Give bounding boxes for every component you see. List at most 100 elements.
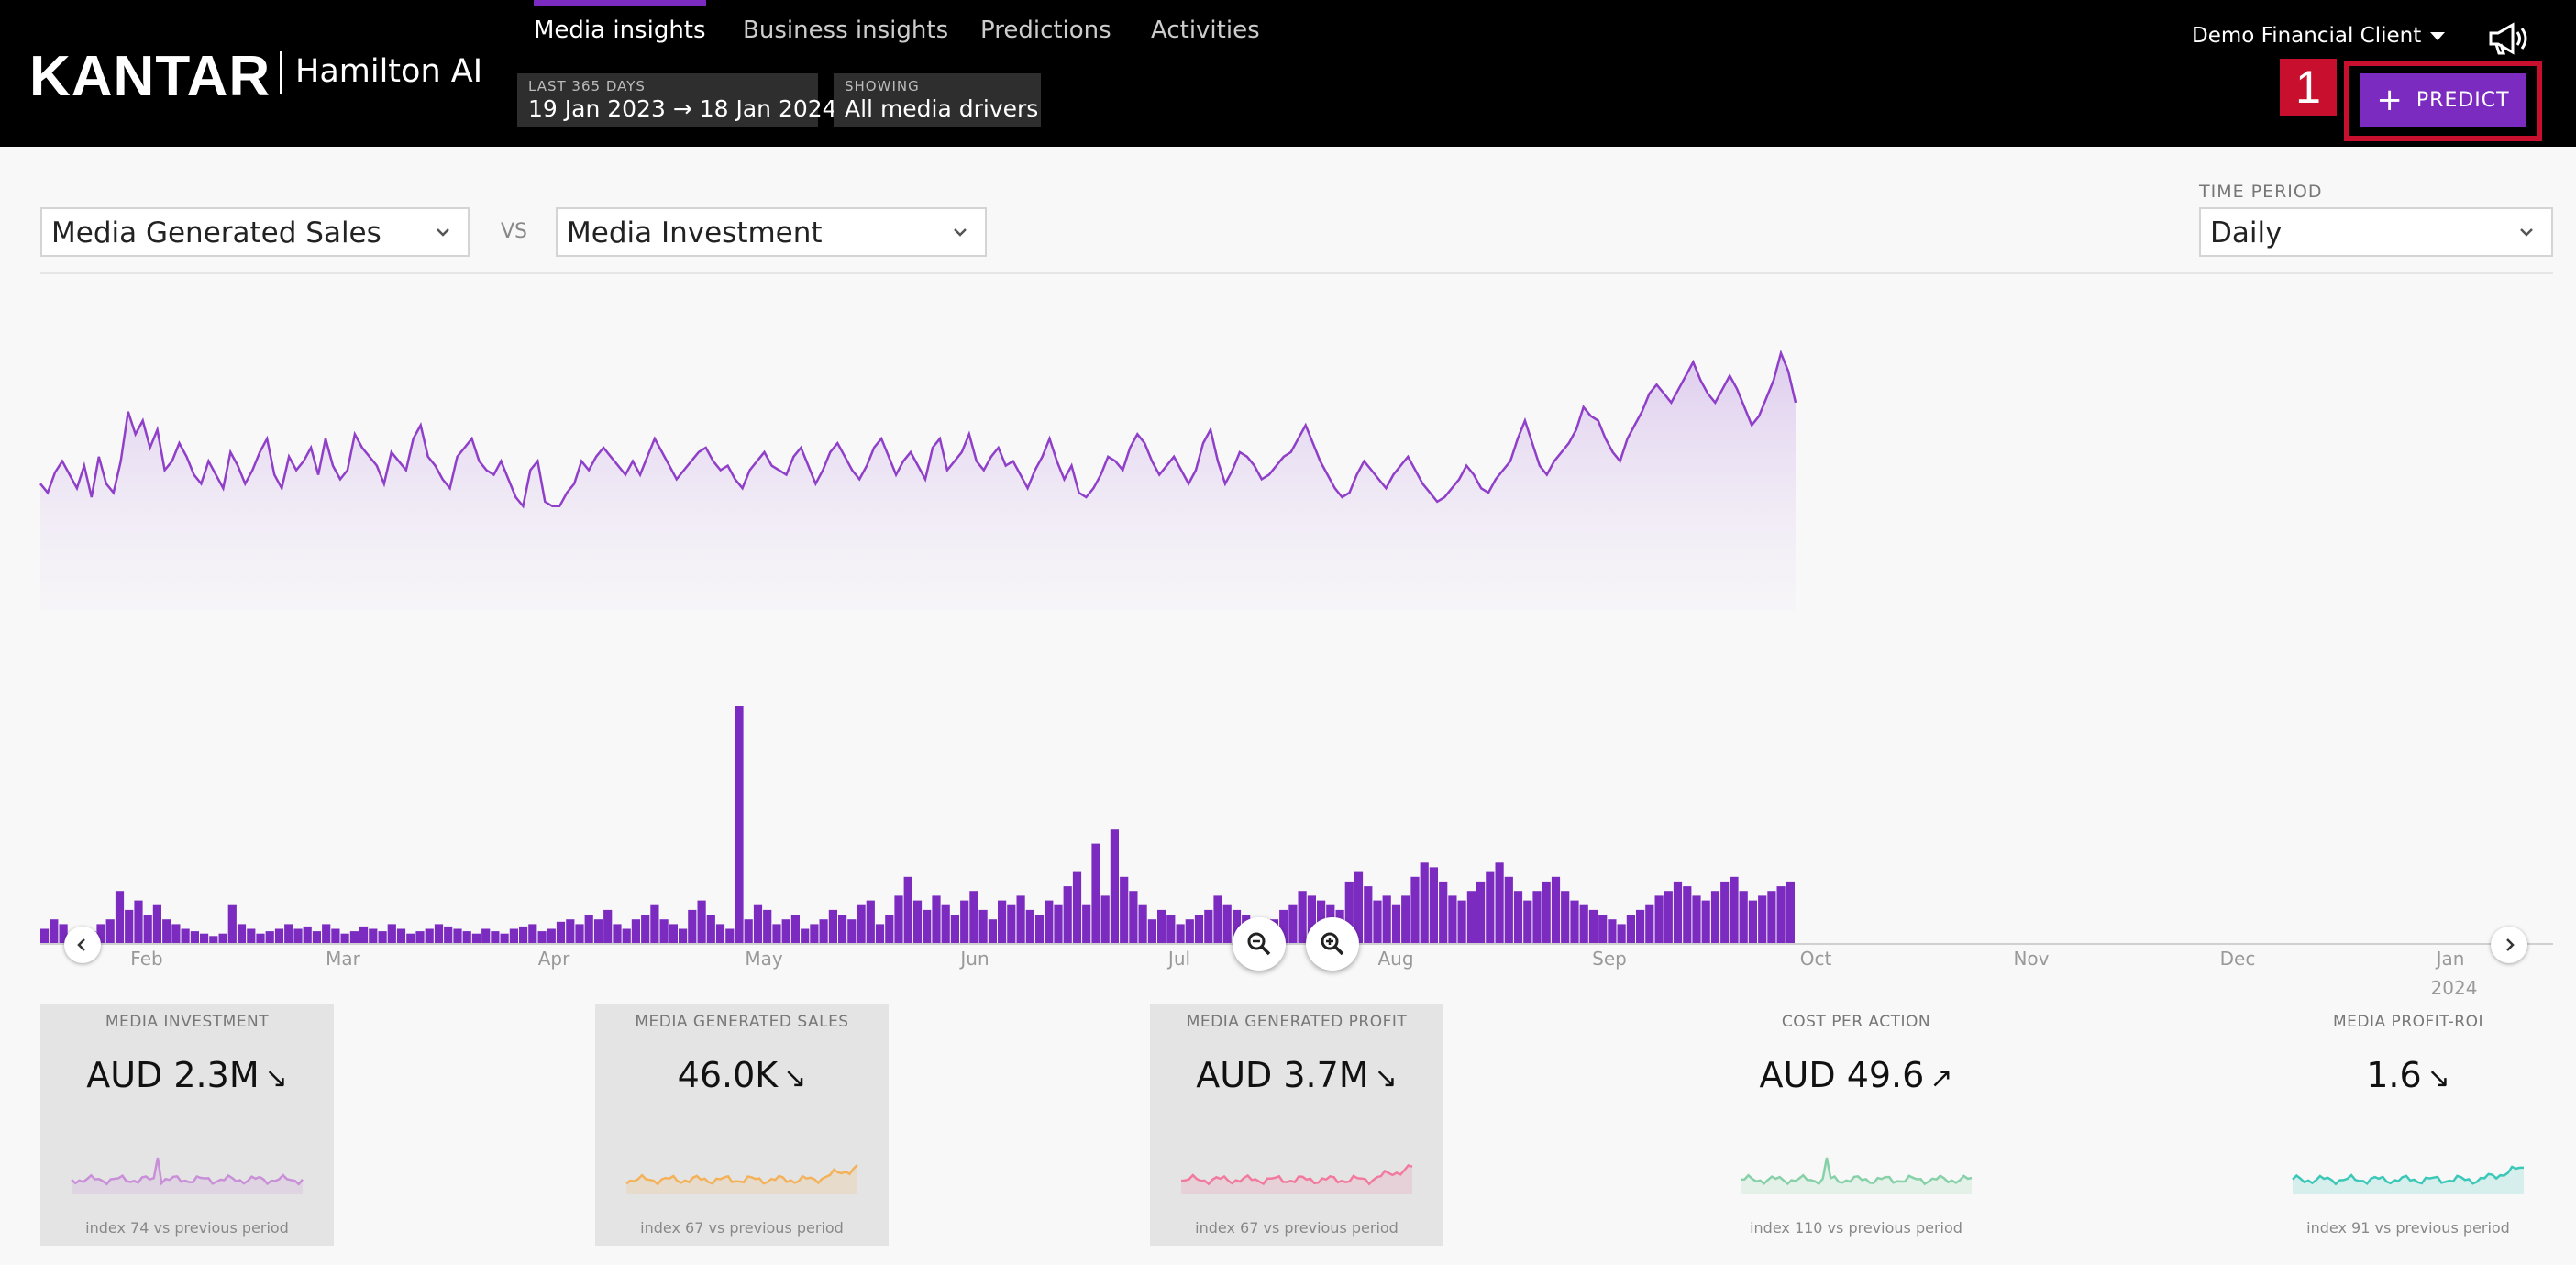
trend-arrow-icon: ↘: [2427, 1062, 2450, 1094]
tab-business-insights[interactable]: Business insights: [743, 17, 949, 44]
investment-bar: [828, 909, 837, 943]
investment-bar: [1579, 904, 1588, 943]
investment-bar: [801, 928, 810, 943]
investment-bar: [1279, 909, 1288, 943]
metric-right-select[interactable]: Media Investment: [556, 207, 987, 257]
media-drivers-chip[interactable]: SHOWING All media drivers: [834, 73, 1041, 127]
megaphone-icon[interactable]: [2487, 22, 2527, 55]
investment-bar: [1420, 862, 1429, 943]
tab-media-insights[interactable]: Media insights: [534, 0, 706, 55]
kpi-label: MEDIA GENERATED SALES: [635, 1013, 849, 1031]
investment-bar: [1100, 895, 1110, 943]
kpi-sparkline: [625, 1163, 858, 1194]
investment-bar: [1551, 876, 1561, 943]
kpi-card[interactable]: MEDIA GENERATED SALES 46.0K ↘ index 67 vs p…: [595, 1004, 889, 1246]
metric-right-value: Media Investment: [567, 216, 823, 250]
plus-icon: +: [2376, 82, 2404, 118]
sparkline-line: [1740, 1157, 1973, 1186]
annotation-number: 1: [2280, 59, 2337, 116]
investment-bar: [1232, 909, 1242, 943]
investment-bar: [415, 931, 425, 943]
investment-bar: [1645, 904, 1654, 943]
investment-bar: [312, 931, 321, 943]
media-chart[interactable]: Feb Mar Apr May Jun Jul Aug Sep Oct Nov Dec Jan 2024: [0, 275, 2576, 1000]
investment-bar: [125, 909, 134, 943]
investment-bar: [866, 900, 875, 943]
investment-bar: [923, 909, 932, 943]
x-tick-label: Apr: [538, 948, 570, 970]
chevron-down-icon[interactable]: [2430, 32, 2445, 40]
investment-bar: [603, 909, 613, 943]
investment-bar: [1222, 904, 1232, 943]
investment-bar: [1110, 829, 1119, 943]
investment-bar: [998, 900, 1007, 943]
investment-bar: [1120, 876, 1129, 943]
investment-bar: [547, 928, 556, 943]
investment-bar: [293, 928, 303, 943]
investment-bar: [903, 876, 912, 943]
investment-bar: [1063, 886, 1072, 943]
investment-bar: [1692, 895, 1701, 943]
zoom-out-icon: [1247, 932, 1271, 956]
kpi-index: index 67 vs previous period: [1195, 1219, 1399, 1237]
client-selector[interactable]: Demo Financial Client: [2192, 24, 2422, 48]
investment-bar: [706, 915, 715, 943]
investment-bar: [932, 895, 941, 943]
sales-line: [39, 349, 1797, 509]
tab-activities[interactable]: Activities: [1151, 17, 1260, 44]
investment-bar: [650, 904, 659, 943]
investment-bar: [1588, 909, 1598, 943]
investment-bar: [200, 933, 209, 943]
x-tick-label: Jan: [2435, 948, 2465, 970]
metric-left-select[interactable]: Media Generated Sales: [40, 207, 470, 257]
zoom-in-button[interactable]: [1306, 917, 1359, 971]
investment-bar: [575, 924, 584, 943]
investment-bar: [1307, 895, 1316, 943]
zoom-out-button[interactable]: [1233, 917, 1286, 971]
investment-bar: [425, 928, 434, 943]
scroll-left-button[interactable]: [64, 927, 101, 963]
investment-bar: [1382, 895, 1391, 943]
controls-divider: [40, 272, 2553, 274]
kpi-card[interactable]: COST PER ACTION AUD 49.6 ↗ index 110 vs pre…: [1709, 1004, 2003, 1246]
trend-arrow-icon: ↘: [264, 1062, 288, 1094]
investment-bar: [772, 924, 781, 943]
time-period-label: TIME PERIOD: [2199, 182, 2323, 202]
investment-bar: [162, 919, 171, 943]
metric-left-value: Media Generated Sales: [51, 216, 381, 250]
predict-button[interactable]: + PREDICT: [2360, 73, 2526, 127]
date-range-chip[interactable]: LAST 365 DAYS 19 Jan 2023 → 18 Jan 2024: [517, 73, 837, 127]
investment-bar: [369, 928, 378, 943]
investment-bar: [1701, 900, 1710, 943]
investment-bar: [1016, 895, 1025, 943]
investment-bar-series: [40, 706, 1795, 943]
date-range-label: LAST 365 DAYS: [528, 78, 646, 94]
investment-bar: [857, 904, 866, 943]
investment-bar: [613, 924, 622, 943]
showing-value: All media drivers: [845, 95, 1039, 122]
sales-area-fill: [40, 352, 1796, 611]
investment-bar: [181, 928, 190, 943]
scroll-right-button[interactable]: [2491, 927, 2527, 963]
kpi-card[interactable]: MEDIA PROFIT-ROI 1.6 ↘ index 91 vs previous…: [2261, 1004, 2555, 1246]
investment-bar: [631, 919, 640, 943]
investment-bar: [528, 924, 537, 943]
kpi-value: AUD 3.7M ↘: [1150, 1055, 1443, 1095]
investment-bar: [1561, 891, 1570, 943]
kpi-value-text: 1.6: [2366, 1055, 2422, 1095]
tab-predictions[interactable]: Predictions: [980, 17, 1111, 44]
investment-bar: [359, 926, 369, 943]
investment-bar: [387, 924, 396, 943]
vs-label: VS: [501, 220, 528, 243]
investment-bar: [1532, 891, 1542, 943]
kpi-card[interactable]: MEDIA INVESTMENT AUD 2.3M ↘ index 74 vs pre…: [40, 1004, 334, 1246]
investment-bar: [40, 928, 50, 943]
investment-bar: [1298, 891, 1307, 943]
kpi-value-text: AUD 2.3M: [86, 1055, 260, 1095]
logo-divider: [280, 51, 282, 94]
investment-bar: [960, 900, 969, 943]
kpi-card[interactable]: MEDIA GENERATED PROFIT AUD 3.7M ↘ index 67 …: [1150, 1004, 1443, 1246]
investment-bar: [349, 931, 359, 943]
investment-bar: [1072, 871, 1082, 943]
time-period-select[interactable]: Daily: [2199, 207, 2553, 257]
